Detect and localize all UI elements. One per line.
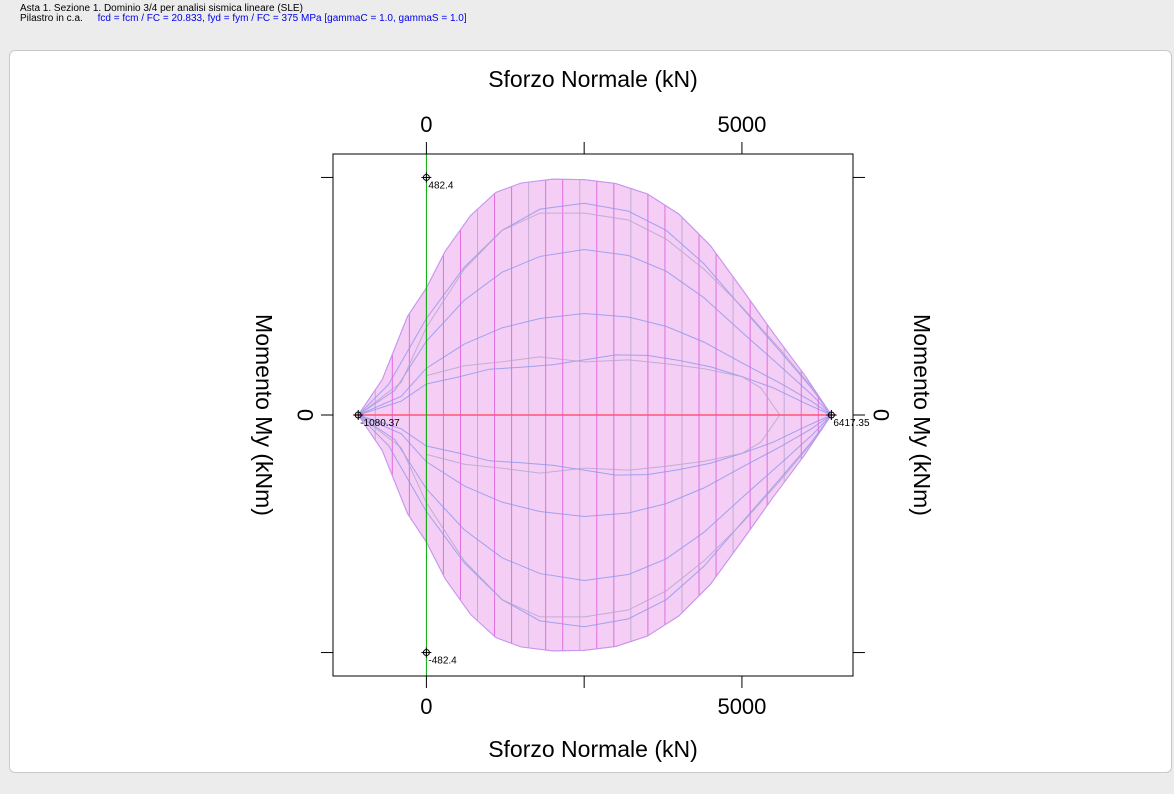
chart-title: Asta 1. Sezione 1. Dominio 3/4 per anali… bbox=[20, 3, 303, 14]
y-axis-title-right: Momento My (kNm) bbox=[909, 314, 935, 516]
max-moment-label: 482.4 bbox=[428, 180, 453, 191]
y-tick-label-left: 0 bbox=[293, 409, 318, 421]
domain-curve-2-bottom bbox=[357, 414, 832, 581]
interaction-domain-chart: 0 0 5000 5000 0 0 Sforzo Normale (kN) Sforzo No… bbox=[251, 66, 935, 762]
domain-curve-3-top bbox=[358, 313, 832, 416]
y-tick-label-right: 0 bbox=[869, 409, 894, 421]
domain-curve-5-bottom bbox=[357, 414, 832, 618]
domain-curve-3-bottom bbox=[358, 414, 832, 517]
domain-curve-4-top bbox=[358, 354, 832, 416]
material-params-label: fcd = fcm / FC = 20.833, fyd = fym / FC … bbox=[97, 13, 467, 24]
x-tick-label-top: 0 bbox=[420, 112, 432, 137]
domain-curve-2-top bbox=[357, 249, 832, 416]
domain-curve-6-bottom bbox=[426, 414, 781, 474]
domain-curve-6-top bbox=[426, 356, 781, 416]
x-tick-label-bottom: 5000 bbox=[717, 694, 766, 719]
min-axial-label: -1080.37 bbox=[360, 418, 400, 429]
x-axis-title-top: Sforzo Normale (kN) bbox=[488, 66, 698, 92]
chart-header: Asta 1. Sezione 1. Dominio 3/4 per anali… bbox=[0, 0, 1174, 44]
y-axis-title-left: Momento My (kNm) bbox=[251, 314, 277, 516]
max-axial-label: 6417.35 bbox=[833, 418, 870, 429]
x-tick-label-top: 5000 bbox=[717, 112, 766, 137]
x-tick-label-bottom: 0 bbox=[420, 694, 432, 719]
domain-curve-4-bottom bbox=[358, 414, 832, 476]
chart-panel: 0 0 5000 5000 0 0 Sforzo Normale (kN) Sforzo No… bbox=[9, 50, 1172, 773]
chart-subtitle: Pilastro in c.a. fcd = fcm / FC = 20.833… bbox=[20, 13, 467, 24]
x-axis-title-bottom: Sforzo Normale (kN) bbox=[488, 736, 698, 762]
element-type-label: Pilastro in c.a. bbox=[20, 13, 83, 24]
domain-curve-5-top bbox=[357, 212, 832, 416]
domain-curve-1-bottom bbox=[357, 414, 832, 628]
domain-curve-1-top bbox=[357, 202, 832, 416]
min-moment-label: -482.4 bbox=[428, 656, 457, 667]
